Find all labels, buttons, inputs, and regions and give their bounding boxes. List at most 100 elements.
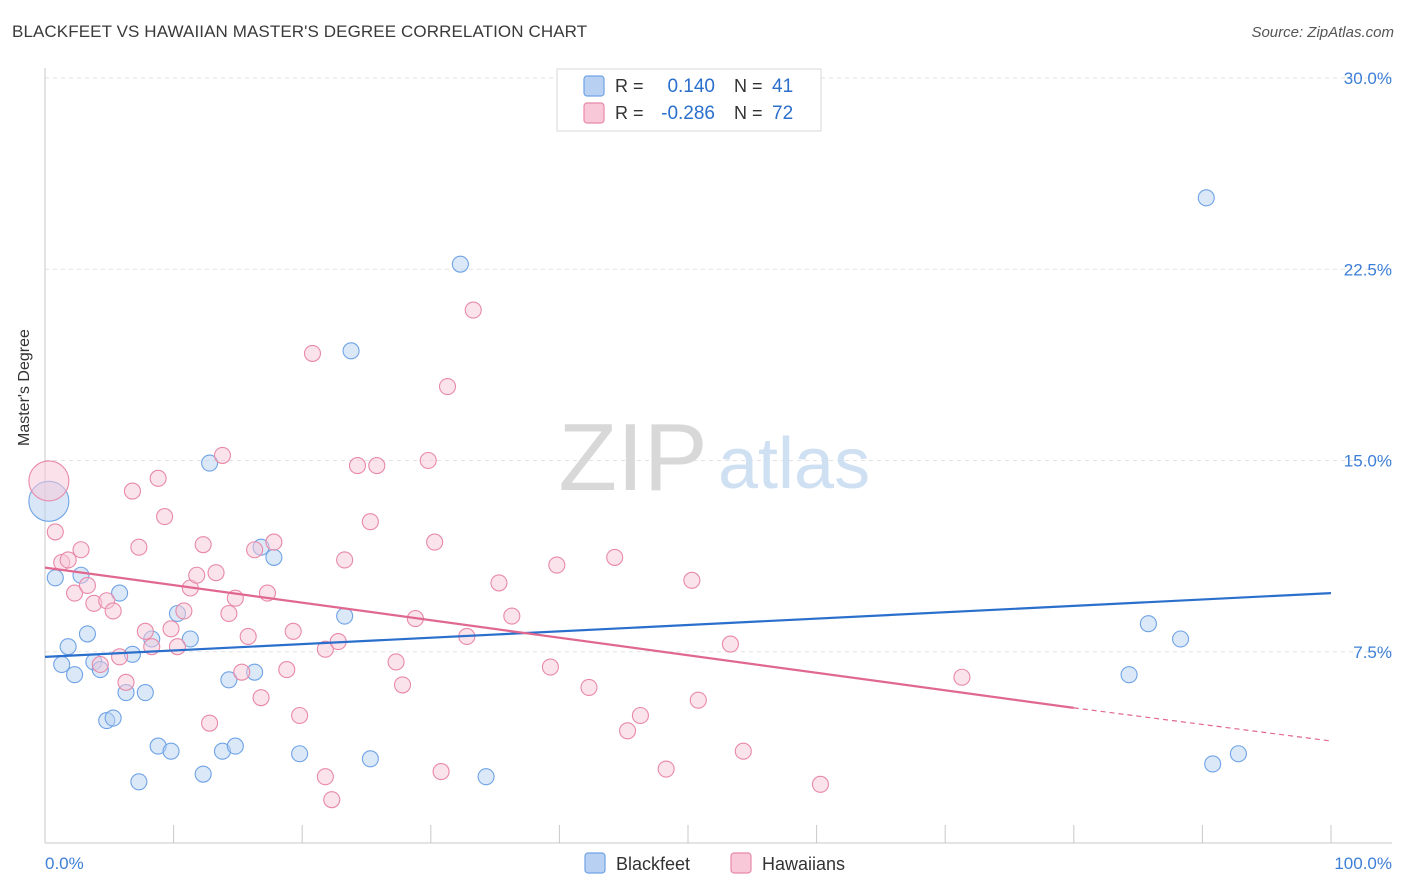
hawaiians-point bbox=[239, 627, 257, 646]
hawaiians-point bbox=[811, 775, 830, 793]
blackfeet-point bbox=[477, 768, 495, 786]
blackfeet-point bbox=[201, 454, 219, 472]
hawaiians-point bbox=[149, 469, 167, 487]
watermark-atlas: atlas bbox=[718, 424, 870, 504]
legend-swatch-hawaiians bbox=[583, 102, 605, 124]
legend-n-value: 72 bbox=[772, 103, 793, 124]
blackfeet-point bbox=[59, 638, 77, 656]
blackfeet-point bbox=[361, 750, 379, 768]
hawaiians-point bbox=[432, 763, 450, 781]
hawaiians-point bbox=[657, 760, 675, 778]
blackfeet-point bbox=[291, 745, 309, 763]
legend-label-hawaiians: Hawaiians bbox=[762, 854, 845, 874]
hawaiians-point bbox=[426, 533, 444, 551]
hawaiians-point bbox=[689, 691, 707, 709]
hawaiians-point bbox=[168, 638, 187, 656]
hawaiians-point bbox=[721, 635, 739, 653]
hawaiians-point bbox=[303, 344, 322, 362]
hawaiians-point bbox=[28, 460, 70, 502]
hawaiians-point bbox=[606, 548, 624, 566]
hawaiians-point bbox=[953, 668, 971, 686]
watermark-zip: ZIP bbox=[558, 404, 707, 511]
blackfeet-trend-line bbox=[44, 592, 1332, 658]
hawaiians-point bbox=[104, 602, 122, 620]
blackfeet-point bbox=[194, 765, 212, 783]
blackfeet-point bbox=[181, 630, 199, 648]
hawaiians-point bbox=[278, 661, 296, 679]
hawaiians-point bbox=[265, 533, 283, 551]
blackfeet-point bbox=[1204, 755, 1222, 773]
hawaiians-point bbox=[541, 658, 559, 676]
blackfeet-point bbox=[130, 773, 148, 791]
blackfeet-point bbox=[78, 625, 96, 643]
hawaiians-point bbox=[59, 551, 77, 569]
blackfeet-point bbox=[1120, 666, 1138, 684]
hawaiians-point bbox=[78, 576, 96, 595]
hawaiians-trend-line bbox=[44, 566, 1074, 709]
legend-r-label: R = bbox=[615, 103, 644, 123]
watermark: ZIP atlas bbox=[558, 404, 870, 511]
hawaiians-point bbox=[548, 556, 566, 574]
hawaiians-point bbox=[130, 538, 148, 556]
stats-legend: R = 0.140 N = 41 R = -0.286 N = 72 bbox=[556, 68, 822, 132]
blackfeet-point bbox=[220, 671, 238, 689]
hawaiians-point bbox=[316, 640, 334, 658]
y-tick-label: 7.5% bbox=[1353, 643, 1392, 662]
legend-swatch-blackfeet bbox=[584, 852, 606, 874]
hawaiians-point bbox=[336, 551, 354, 569]
hawaiians-point bbox=[220, 604, 238, 623]
hawaiians-point bbox=[175, 602, 193, 620]
source-label: Source: ZipAtlas.com bbox=[1251, 24, 1394, 41]
x-tick-label: 0.0% bbox=[45, 854, 84, 873]
blackfeet-point bbox=[111, 584, 129, 602]
hawaiians-point bbox=[72, 541, 90, 559]
blackfeet-point bbox=[136, 683, 154, 702]
legend-swatch-blackfeet bbox=[583, 75, 605, 97]
legend-swatch-hawaiians bbox=[730, 852, 752, 874]
hawaiians-point bbox=[631, 706, 649, 725]
hawaiians-point bbox=[619, 722, 637, 740]
hawaiians-point bbox=[156, 508, 174, 526]
blackfeet-point bbox=[46, 569, 64, 587]
hawaiians-point bbox=[123, 482, 141, 500]
blackfeet-point bbox=[1197, 189, 1215, 207]
hawaiians-point bbox=[117, 673, 135, 691]
x-tick-label: 100.0% bbox=[1334, 854, 1392, 873]
tick-labels: 7.5% 15.0% 22.5% 30.0% 0.0% 100.0% bbox=[45, 69, 1392, 873]
hawaiians-point bbox=[734, 742, 752, 760]
blackfeet-point bbox=[66, 666, 84, 684]
hawaiians-point bbox=[368, 457, 386, 475]
blackfeet-point bbox=[1171, 630, 1190, 648]
blackfeet-point bbox=[265, 548, 283, 566]
blackfeet-point bbox=[451, 255, 469, 273]
blackfeet-point bbox=[1139, 615, 1157, 633]
blackfeet-point bbox=[342, 342, 360, 360]
trend-lines bbox=[44, 566, 1332, 742]
legend-n-label: N = bbox=[734, 103, 763, 123]
hawaiians-point bbox=[490, 574, 508, 592]
blackfeet-point bbox=[53, 655, 71, 674]
y-tick-label: 15.0% bbox=[1344, 452, 1392, 471]
hawaiians-point bbox=[162, 620, 180, 638]
hawaiians-point bbox=[503, 607, 521, 625]
hawaiians-point bbox=[111, 648, 129, 666]
hawaiians-point bbox=[246, 541, 264, 559]
hawaiians-point bbox=[252, 689, 270, 707]
hawaiians-point bbox=[419, 451, 437, 470]
hawaiians-point bbox=[393, 676, 412, 694]
hawaiians-point bbox=[66, 584, 84, 602]
hawaiians-point bbox=[316, 768, 334, 786]
hawaiians-point bbox=[348, 457, 367, 475]
hawaiians-point bbox=[194, 536, 212, 554]
legend-r-value: 0.140 bbox=[667, 76, 715, 97]
blackfeet-point bbox=[104, 709, 122, 727]
series-legend: Blackfeet Hawaiians bbox=[584, 852, 845, 874]
hawaiians-point bbox=[361, 513, 379, 531]
legend-r-value: -0.286 bbox=[661, 103, 715, 124]
hawaiians-point bbox=[207, 564, 225, 582]
hawaiians-point bbox=[323, 791, 341, 809]
blackfeet-point bbox=[336, 607, 354, 625]
blackfeet-point bbox=[162, 742, 180, 760]
hawaiians-point bbox=[91, 655, 109, 674]
